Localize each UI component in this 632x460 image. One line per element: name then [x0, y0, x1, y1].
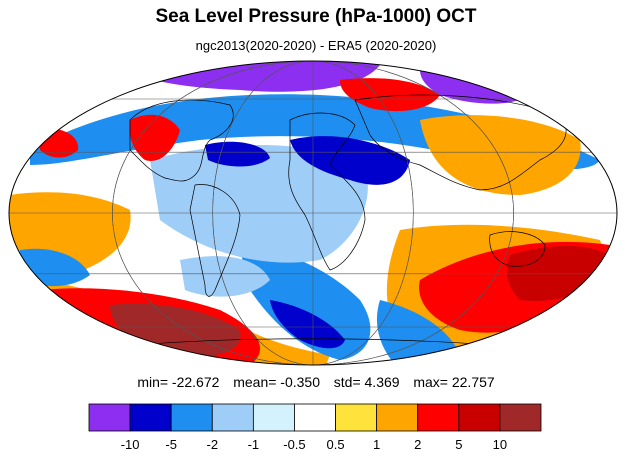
- field-deepblue-north-atlantic: [205, 141, 270, 167]
- sea-level-pressure-map: [8, 60, 618, 366]
- colorbar-tick-label: -0.5: [283, 437, 305, 452]
- coastline-north-america: [129, 99, 234, 182]
- field-lightblue-south: [180, 256, 270, 297]
- statistics-line: min= -22.672 mean= -0.350 std= 4.369 max…: [0, 374, 632, 390]
- coastline-asia: [354, 94, 567, 191]
- colorbar-swatch: [88, 403, 131, 432]
- coastline-europe-africa: [288, 112, 366, 271]
- graticule-meridian: [212, 61, 414, 365]
- field-orange-asia: [420, 115, 581, 195]
- colorbar-swatch: [458, 403, 501, 432]
- stat-mean: mean= -0.350: [233, 374, 320, 390]
- colorbar-swatch: [170, 403, 213, 432]
- colorbar-tick-label: 2: [414, 437, 421, 452]
- colorbar-swatch: [376, 403, 419, 432]
- colorbar-swatch: [252, 403, 295, 432]
- colorbar-swatch: [499, 403, 542, 432]
- graticule: [9, 61, 617, 365]
- stat-max: max= 22.757: [413, 374, 495, 390]
- colorbar-tick-label: -2: [206, 437, 218, 452]
- field-blue-eurasia: [290, 136, 410, 185]
- colorbar-tick-label: -10: [121, 437, 140, 452]
- plot-subtitle: ngc2013(2020-2020) - ERA5 (2020-2020): [195, 38, 437, 53]
- colorbar-swatch: [335, 403, 378, 432]
- colorbar-tick-label: -5: [165, 437, 177, 452]
- coastline-south-america: [189, 184, 241, 297]
- map-fill-layer: [9, 61, 617, 365]
- colorbar-tick-label: 0.5: [327, 437, 345, 452]
- colorbar-tick-label: -1: [248, 437, 260, 452]
- field-deepblue-south-atlantic: [270, 300, 345, 349]
- globe-outline: [8, 60, 618, 366]
- stat-min: min= -22.672: [137, 374, 220, 390]
- graticule-meridian: [112, 61, 514, 365]
- stat-std: std= 4.369: [333, 374, 400, 390]
- colorbar-swatch: [129, 403, 172, 432]
- field-red-north-america: [129, 114, 180, 161]
- colorbar-swatch: [211, 403, 254, 432]
- field-darkred-south-indian: [507, 245, 615, 301]
- coastline-australia: [489, 231, 546, 267]
- colorbar-swatch: [417, 403, 460, 432]
- colorbar-tick-label: 1: [373, 437, 380, 452]
- plot-title: Sea Level Pressure (hPa-1000) OCT: [155, 6, 477, 27]
- colorbar-swatch: [294, 403, 336, 432]
- field-red-north-pacific: [340, 78, 440, 112]
- colorbar-tick-label: 10: [493, 437, 507, 452]
- colorbar-tick-label: 5: [455, 437, 462, 452]
